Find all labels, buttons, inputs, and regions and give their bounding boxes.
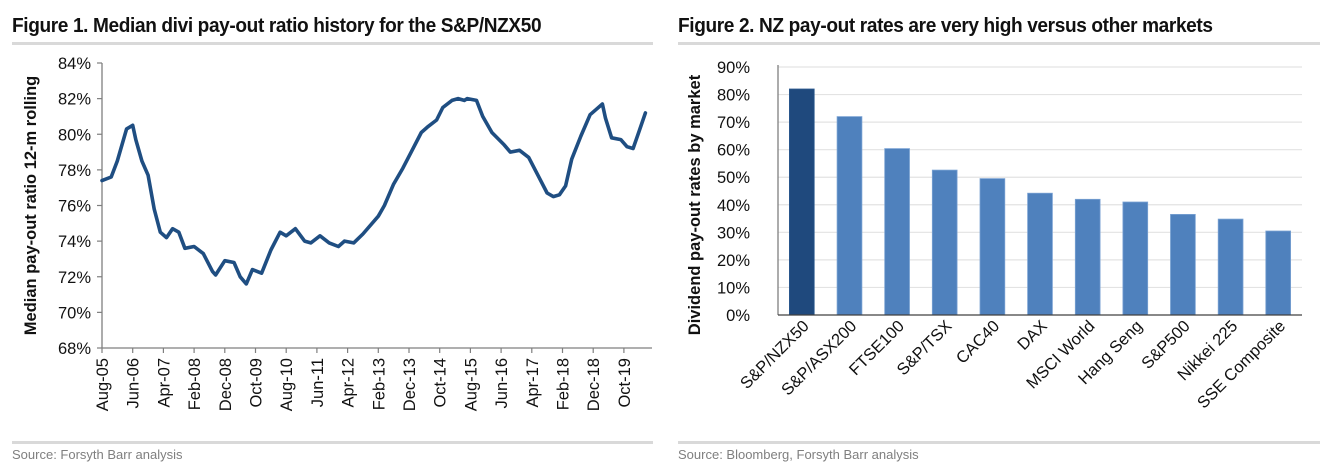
bar-sse-composite [1265,230,1291,316]
figure-1-footer-rule [12,441,653,444]
x-tick-label: Oct-14 [432,358,450,408]
bar-cac40 [979,178,1006,316]
bar-chart: 0%10%20%30%40%50%60%70%80%90%S&P/NZX50S&… [686,59,1302,412]
y-tick-label: 90% [717,59,750,77]
x-category-label: DAX [1014,317,1051,354]
x-tick-label: Dec-13 [401,358,419,411]
line-chart: 68% 70% 72% 74% 76% 78% 80% 82% 84% Aug-05 Jun-06 A… [22,55,652,411]
x-tick-label: Feb-08 [186,358,204,410]
bar-dax [1027,192,1053,316]
y-axis-title: Median pay-out ratio 12-m rolling [22,76,40,335]
y-tick-label: 50% [717,169,750,187]
x-tick-label: Dec-08 [217,358,235,411]
y-tick-label: 84% [58,55,91,73]
x-tick-label: Apr-12 [340,358,358,408]
figure-1-title-rule [12,42,653,45]
y-tick-label: 80% [717,87,750,105]
y-tick-label: 70% [58,304,91,322]
figure-1-source: Source: Forsyth Barr analysis [12,447,183,462]
bar-s-p500 [1170,213,1196,316]
y-tick-label: 72% [58,269,91,287]
figure-2-title: Figure 2. NZ pay-out rates are very high… [678,14,1213,37]
x-tick-label: Jun-06 [125,358,143,408]
x-tick-label: Aug-15 [462,358,480,411]
x-category-label: SSE Composite [1194,317,1289,412]
y-tick-label: 70% [717,114,750,132]
bar-msci-world [1074,198,1101,316]
y-tick-label: 80% [58,126,91,144]
x-category-label: CAC40 [953,317,1003,367]
x-tick-label: Dec-18 [585,358,603,411]
y-tick-label: 78% [58,162,91,180]
x-tick-label: Jun-11 [309,358,327,407]
y-tick-label: 82% [58,91,91,109]
payout-ratio-line [100,96,648,286]
x-tick-label: Apr-17 [524,358,542,408]
x-tick-label: Aug-05 [94,358,112,411]
x-tick-label: Apr-07 [155,358,173,408]
bar-ftse100 [884,148,910,316]
y-tick-label: 20% [717,252,750,270]
y-tick-label: 68% [58,340,91,358]
figure-2-source: Source: Bloomberg, Forsyth Barr analysis [678,447,919,462]
y-tick-label: 40% [717,197,750,215]
y-tick-label: 76% [58,198,91,216]
y-tick-label: 0% [726,307,750,325]
figure-1-panel: Figure 1. Median divi pay-out ratio hist… [12,14,653,462]
figure-2-footer-rule [678,441,1320,444]
bar-s-p-tsx [931,169,958,316]
y-tick-label: 60% [717,142,750,160]
y-tick-label: 10% [717,279,750,297]
bar-s-p-asx200 [836,116,863,316]
x-tick-label: Aug-10 [278,358,296,411]
bar-hang-seng [1122,201,1149,316]
y-axis-title: Dividend pay-out rates by market [686,74,704,335]
figure-2-title-rule [678,42,1320,45]
y-tick-label: 30% [717,224,750,242]
figure-1-title: Figure 1. Median divi pay-out ratio hist… [12,14,542,37]
x-tick-label: Jun-16 [493,358,511,408]
x-tick-label: Oct-09 [248,358,266,408]
x-tick-label: Feb-13 [370,358,388,410]
x-tick-label: Oct-19 [616,358,634,408]
x-tick-label: Feb-18 [555,358,573,410]
bar-nikkei-225 [1217,218,1244,316]
y-tick-label: 74% [58,233,91,251]
figure-2-panel: Figure 2. NZ pay-out rates are very high… [670,0,1324,472]
bar-s-p-nzx50 [789,88,815,316]
